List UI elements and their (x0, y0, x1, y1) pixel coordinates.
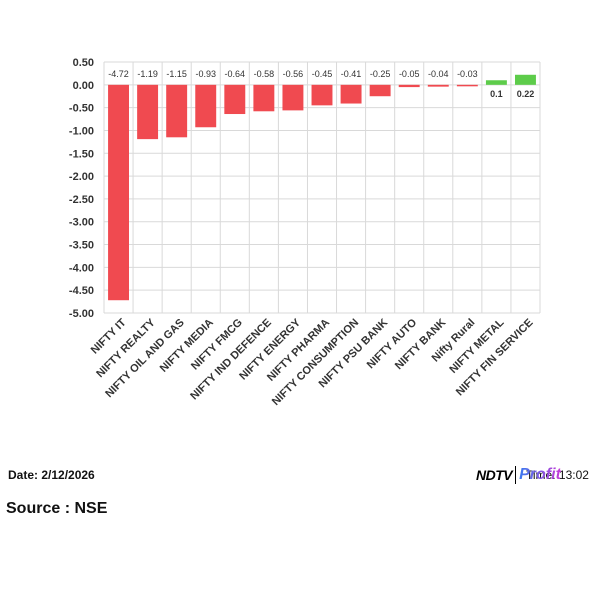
data-label: 0.22 (517, 89, 535, 99)
bar (253, 84, 275, 112)
data-label: -0.25 (370, 69, 391, 79)
bar (224, 84, 246, 115)
bar (340, 84, 362, 104)
source-label: Source : NSE (6, 500, 108, 517)
bar (108, 84, 129, 301)
data-label: -0.64 (225, 69, 246, 79)
y-tick-label: -4.00 (69, 262, 94, 274)
bar (456, 84, 478, 87)
y-tick-label: -2.00 (69, 171, 94, 183)
bar (398, 84, 420, 88)
data-label: -1.15 (166, 69, 187, 79)
y-tick-label: -3.50 (69, 240, 94, 252)
logo-profit-text: Profit (519, 466, 561, 483)
time-label: Time: 13:02 (526, 468, 589, 482)
logo-ndtv-text: NDTV (476, 467, 513, 483)
y-tick-label: 0.50 (73, 57, 94, 69)
bar (282, 84, 304, 111)
bar (311, 84, 333, 106)
y-tick-label: -5.00 (69, 308, 94, 320)
data-label: -0.58 (254, 69, 275, 79)
y-tick-label: -0.50 (69, 103, 94, 115)
bar (515, 74, 536, 85)
bar (485, 80, 507, 85)
data-label: -4.72 (108, 69, 129, 79)
ndtv-profit-logo: NDTV Profit (476, 466, 561, 484)
data-label: -0.45 (312, 69, 333, 79)
data-label: -0.93 (195, 69, 216, 79)
data-label: -0.41 (341, 69, 362, 79)
y-tick-label: 0.00 (73, 80, 94, 92)
date-label: Date: 2/12/2026 (8, 468, 95, 482)
y-tick-label: -1.50 (69, 148, 94, 160)
data-label: -0.04 (428, 69, 449, 79)
y-tick-label: -1.00 (69, 125, 94, 137)
bar-chart: 0.50 0.00 -0.50 -1.00 -1.50 -2.00 -2.50 -3.00 -3… (69, 57, 541, 408)
data-label: -0.56 (283, 69, 304, 79)
bar (137, 84, 159, 140)
y-tick-label: -3.00 (69, 217, 94, 229)
y-tick-label: -4.50 (69, 285, 94, 297)
data-label: 0.1 (490, 89, 503, 99)
y-tick-label: -2.50 (69, 194, 94, 206)
data-label: -0.03 (457, 69, 478, 79)
logo-divider (515, 466, 517, 484)
bar (427, 84, 449, 87)
bar (166, 84, 188, 138)
data-label: -0.05 (399, 69, 420, 79)
bar (195, 84, 217, 128)
data-label: -1.19 (137, 69, 158, 79)
bar (369, 84, 391, 97)
